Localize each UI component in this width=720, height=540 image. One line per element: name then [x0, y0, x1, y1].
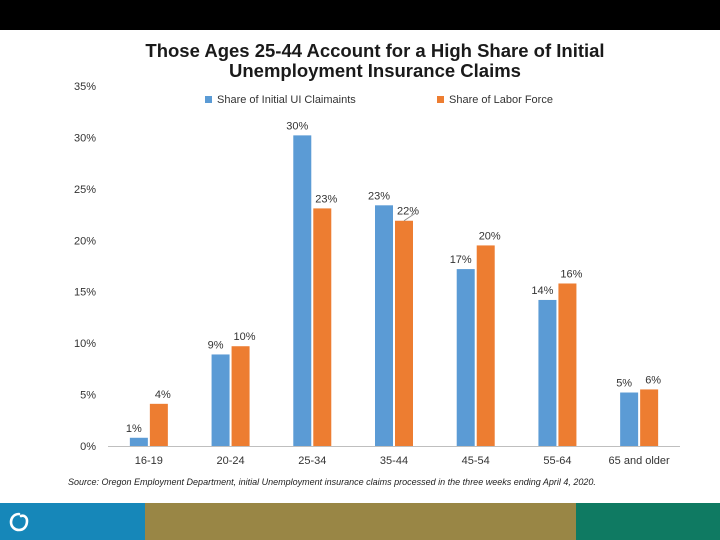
legend-label: Share of Labor Force — [449, 94, 553, 106]
data-label: 1% — [126, 423, 142, 435]
y-tick-label: 30% — [74, 132, 96, 144]
y-tick-label: 10% — [74, 338, 96, 350]
x-tick-label: 55-64 — [543, 455, 571, 467]
bar — [476, 245, 495, 446]
data-label: 20% — [479, 230, 501, 242]
chart-title-line-2: Unemployment Insurance Claims — [229, 60, 521, 81]
y-tick-label: 0% — [80, 441, 96, 453]
y-tick-label: 5% — [80, 390, 96, 402]
bar — [129, 437, 148, 446]
bar — [231, 346, 250, 446]
data-label: 17% — [450, 254, 472, 266]
x-tick-label: 45-54 — [462, 455, 490, 467]
legend-swatch — [205, 96, 212, 103]
bar — [640, 389, 659, 446]
x-tick-label: 20-24 — [217, 455, 245, 467]
y-tick-label: 25% — [74, 184, 96, 196]
x-tick-label: 25-34 — [298, 455, 326, 467]
bar — [538, 299, 557, 446]
chart-source-note: Source: Oregon Employment Department, in… — [68, 477, 596, 487]
legend-swatch — [437, 96, 444, 103]
bar — [395, 220, 413, 446]
data-label: 5% — [616, 378, 632, 390]
data-label: 16% — [560, 268, 582, 280]
data-label: 14% — [531, 285, 553, 297]
bar — [375, 205, 393, 446]
bar — [456, 269, 475, 446]
leader-line — [403, 212, 417, 222]
y-tick-label: 20% — [74, 235, 96, 247]
footer-segment-green — [576, 503, 720, 540]
x-tick-label: 65 and older — [609, 455, 670, 467]
logo-icon — [9, 512, 29, 532]
data-label: 6% — [645, 374, 661, 386]
data-label: 4% — [155, 389, 171, 401]
x-tick-label: 35-44 — [380, 455, 408, 467]
data-label: 10% — [234, 331, 256, 343]
data-label: 22% — [397, 206, 419, 218]
x-tick-label: 16-19 — [135, 455, 163, 467]
bar — [620, 392, 639, 446]
bar — [313, 208, 332, 446]
footer-band — [0, 503, 720, 540]
bar — [211, 354, 230, 446]
top-black-bar — [0, 0, 720, 30]
data-label: 23% — [315, 193, 337, 205]
bar — [149, 403, 168, 446]
y-tick-label: 35% — [74, 81, 96, 93]
bar — [558, 283, 577, 446]
footer-segment-olive — [145, 503, 576, 540]
chart-title-line-1: Those Ages 25-44 Account for a High Shar… — [145, 40, 605, 61]
y-tick-label: 15% — [74, 287, 96, 299]
footer-segment-blue — [0, 503, 145, 540]
chart-title: Those Ages 25-44 Account for a High Shar… — [60, 41, 690, 81]
data-label: 30% — [286, 120, 308, 132]
data-label: 9% — [208, 339, 224, 351]
legend-label: Share of Initial UI Claimaints — [217, 94, 356, 106]
bar-chart: 0% 5% 10% 15% 20% 25% 30% 35% Share of Initial U… — [74, 81, 680, 467]
data-label: 23% — [368, 190, 390, 202]
bar — [293, 135, 312, 446]
